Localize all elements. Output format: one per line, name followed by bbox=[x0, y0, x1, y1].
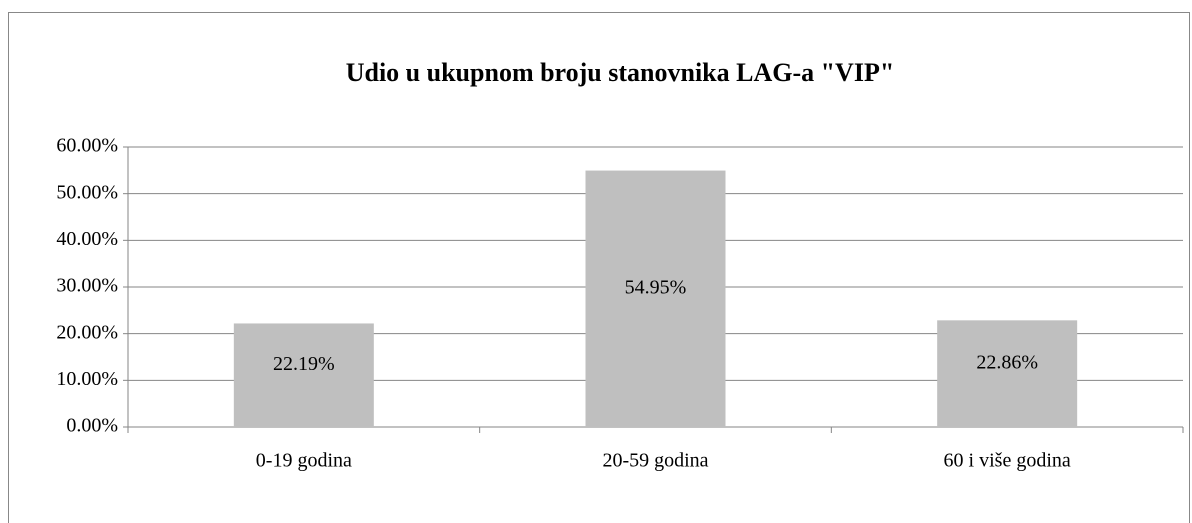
y-tick-label: 60.00% bbox=[56, 135, 118, 157]
chart-frame bbox=[8, 12, 1190, 523]
x-tick-label: 0-19 godina bbox=[256, 450, 352, 472]
y-tick-label: 50.00% bbox=[56, 181, 118, 203]
x-tick-label: 60 i više godina bbox=[944, 450, 1071, 472]
y-tick-label: 20.00% bbox=[56, 321, 118, 343]
y-tick-label: 40.00% bbox=[56, 228, 118, 250]
y-tick-label: 0.00% bbox=[66, 415, 118, 437]
value-label: 54.95% bbox=[625, 276, 687, 298]
bar bbox=[937, 320, 1078, 427]
value-label: 22.86% bbox=[976, 351, 1038, 373]
value-label: 22.19% bbox=[273, 353, 335, 375]
x-tick-label: 20-59 godina bbox=[602, 450, 708, 472]
y-tick-label: 10.00% bbox=[56, 368, 118, 390]
bar bbox=[233, 323, 374, 427]
chart-title: Udio u ukupnom broju stanovnika LAG-a "V… bbox=[346, 58, 895, 87]
bar bbox=[585, 170, 726, 428]
y-tick-label: 30.00% bbox=[56, 275, 118, 297]
